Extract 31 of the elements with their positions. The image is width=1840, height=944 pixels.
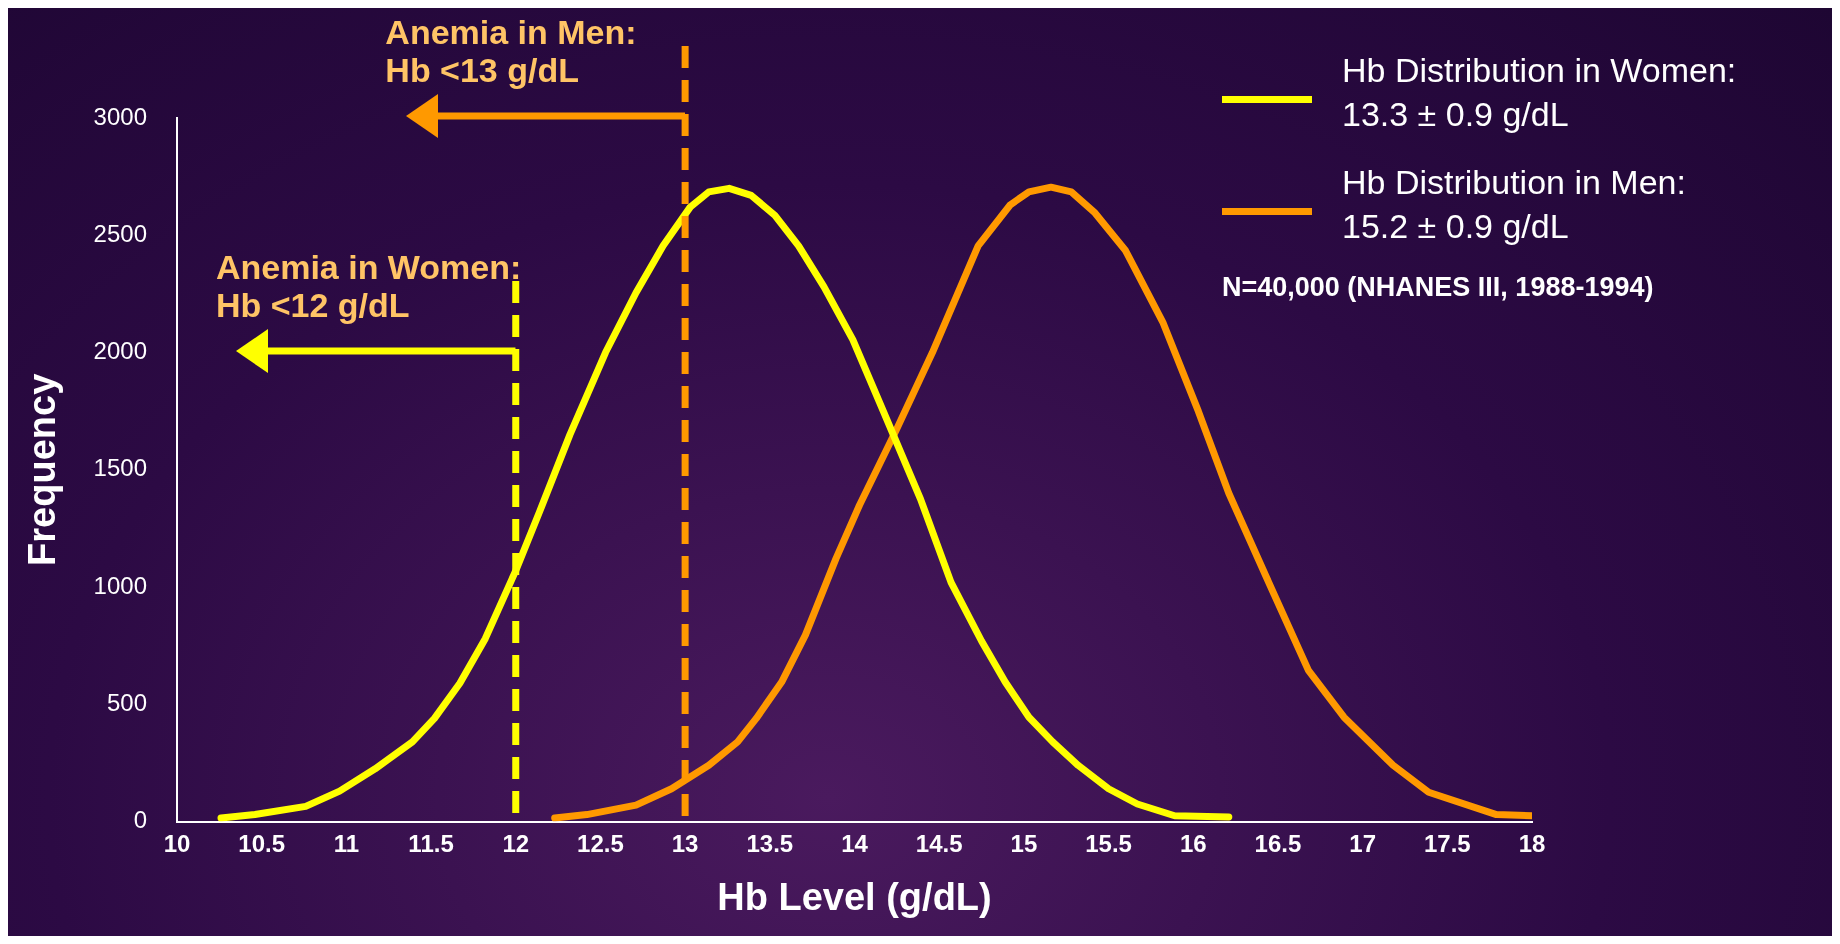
x-tick-label: 11.5 xyxy=(408,829,454,857)
x-tick-label: 14 xyxy=(841,829,869,857)
x-tick-label: 16 xyxy=(1179,829,1207,857)
x-tick-label: 12.5 xyxy=(577,829,624,857)
x-axis-title: Hb Level (g/dL) xyxy=(717,875,992,918)
y-tick-label: 2000 xyxy=(93,337,147,365)
x-tick-label: 17 xyxy=(1349,829,1376,857)
x-tick-label: 12 xyxy=(502,829,530,857)
y-tick-label: 1000 xyxy=(93,571,147,599)
x-tick-label: 10 xyxy=(163,829,191,857)
y-tick-label: 500 xyxy=(106,688,147,716)
annotation: N=40,000 (NHANES III, 1988-1994) xyxy=(1222,272,1655,303)
x-tick-label: 15 xyxy=(1010,829,1038,857)
x-tick-label: 10.5 xyxy=(238,829,286,857)
ref-line-label: Anemia in Women: Hb <12 g/dL xyxy=(215,248,522,325)
y-tick-label: 3000 xyxy=(93,102,147,130)
x-tick-label: 15.5 xyxy=(1085,829,1132,857)
x-tick-label: 14.5 xyxy=(915,829,963,857)
y-axis-title: Frequency xyxy=(21,373,64,566)
ref-line-label: Anemia in Men: Hb <13 g/dL xyxy=(385,13,637,90)
y-tick-label: 0 xyxy=(133,806,147,834)
x-tick-label: 16.5 xyxy=(1254,829,1302,857)
x-tick-label: 17.5 xyxy=(1423,829,1471,857)
y-tick-label: 1500 xyxy=(93,454,147,482)
x-tick-label: 13.5 xyxy=(746,829,794,857)
legend-label: Hb Distribution in Men: 15.2 ± 0.9 g/dL xyxy=(1342,162,1686,247)
x-tick-label: 18 xyxy=(1518,829,1546,857)
x-tick-label: 13 xyxy=(671,829,699,857)
x-tick-label: 11 xyxy=(333,829,360,857)
y-tick-label: 2500 xyxy=(93,219,147,247)
legend-label: Hb Distribution in Women: 13.3 ± 0.9 g/dL xyxy=(1342,50,1737,135)
